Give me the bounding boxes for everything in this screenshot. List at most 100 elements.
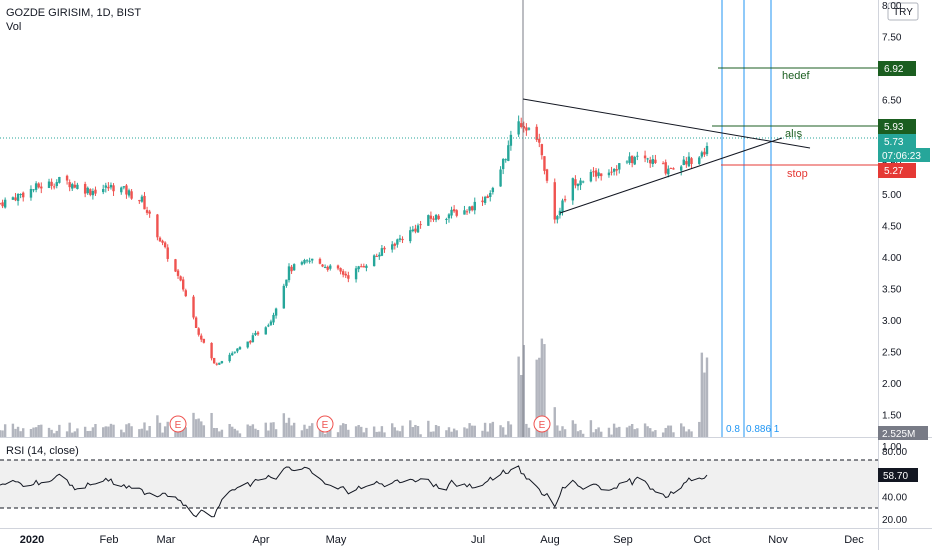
candle-body[interactable] [303,259,306,264]
candle-body[interactable] [246,341,249,348]
candle-body[interactable] [437,215,440,220]
candle-body[interactable] [455,210,458,216]
candle-body[interactable] [3,199,7,208]
candle-body[interactable] [509,134,513,146]
candle-body[interactable] [220,361,224,364]
candle-body[interactable] [491,187,495,193]
candle-body[interactable] [344,273,347,276]
candle-body[interactable] [83,183,87,194]
candle-body[interactable] [120,187,123,193]
candle-body[interactable] [210,342,213,359]
candle-body[interactable] [643,155,647,159]
candle-body[interactable] [166,247,169,259]
earnings-marker[interactable]: E [316,415,334,433]
candle-body[interactable] [636,155,639,157]
candle-body[interactable] [579,180,582,186]
candle-body[interactable] [192,296,195,318]
candle-body[interactable] [71,184,74,189]
candle-body[interactable] [517,121,520,135]
candle-body[interactable] [504,159,507,161]
candle-body[interactable] [231,353,234,356]
candle-body[interactable] [91,190,95,196]
candle-body[interactable] [40,186,43,189]
candle-body[interactable] [194,317,198,329]
candle-body[interactable] [360,266,363,268]
candle-body[interactable] [218,362,221,365]
candle-body[interactable] [396,239,399,245]
candle-body[interactable] [409,230,412,242]
candle-body[interactable] [589,171,593,182]
candle-body[interactable] [292,264,296,271]
candle-body[interactable] [29,188,33,198]
candle-body[interactable] [687,156,691,167]
candle-body[interactable] [156,214,159,238]
candle-body[interactable] [311,258,314,261]
candle-body[interactable] [163,242,167,248]
candle-body[interactable] [347,275,350,279]
candle-body[interactable] [401,238,404,241]
candle-body[interactable] [233,351,237,353]
rsi-label[interactable]: RSI (14, close) [6,445,79,457]
candle-body[interactable] [329,265,332,269]
candle-body[interactable] [540,144,544,156]
candle-body[interactable] [14,197,17,201]
candle-body[interactable] [535,126,538,140]
candle-body[interactable] [94,189,97,194]
candle-body[interactable] [127,190,131,196]
candle-body[interactable] [507,145,510,161]
triangle-upper-line[interactable] [522,98,811,149]
candle-body[interactable] [179,276,182,281]
candle-body[interactable] [308,260,311,262]
candle-body[interactable] [47,181,51,188]
candle-body[interactable] [649,159,652,164]
candle-body[interactable] [341,271,345,275]
candle-body[interactable] [55,182,58,187]
candle-body[interactable] [483,196,487,203]
candle-body[interactable] [563,199,567,201]
candle-body[interactable] [130,191,133,199]
candle-body[interactable] [184,290,187,297]
candle-body[interactable] [274,308,278,316]
candle-body[interactable] [465,211,469,213]
candle-body[interactable] [628,156,631,163]
candle-body[interactable] [558,210,562,216]
candle-body[interactable] [690,158,693,164]
candle-body[interactable] [432,218,435,220]
candle-body[interactable] [553,182,556,220]
candle-body[interactable] [574,179,577,186]
candle-body[interactable] [380,248,384,256]
candle-body[interactable] [158,237,162,242]
candle-body[interactable] [37,183,40,188]
candle-body[interactable] [705,145,709,155]
candle-body[interactable] [682,159,685,166]
candle-body[interactable] [365,265,368,268]
candle-body[interactable] [594,170,598,177]
candle-body[interactable] [489,192,492,198]
candle-body[interactable] [58,176,61,183]
candle-body[interactable] [447,214,451,219]
candle-body[interactable] [336,265,340,269]
candle-body[interactable] [416,225,420,233]
candle-body[interactable] [50,181,53,186]
candle-body[interactable] [571,178,575,201]
candle-body[interactable] [669,167,673,169]
candle-body[interactable] [76,184,79,189]
candle-body[interactable] [679,166,683,171]
candle-body[interactable] [538,138,541,143]
candle-body[interactable] [372,255,376,267]
candle-body[interactable] [391,244,394,250]
candle-body[interactable] [104,185,107,188]
candle-body[interactable] [633,157,636,165]
candle-body[interactable] [174,259,177,272]
candle-body[interactable] [700,152,704,157]
candle-body[interactable] [122,186,126,188]
candle-body[interactable] [556,216,559,220]
candle-body[interactable] [375,255,378,257]
candle-body[interactable] [145,210,149,213]
earnings-marker[interactable]: E [169,415,187,433]
candle-body[interactable] [107,186,110,189]
candle-body[interactable] [481,200,484,203]
candle-body[interactable] [427,215,430,226]
candle-body[interactable] [445,218,448,220]
candle-body[interactable] [468,206,471,211]
